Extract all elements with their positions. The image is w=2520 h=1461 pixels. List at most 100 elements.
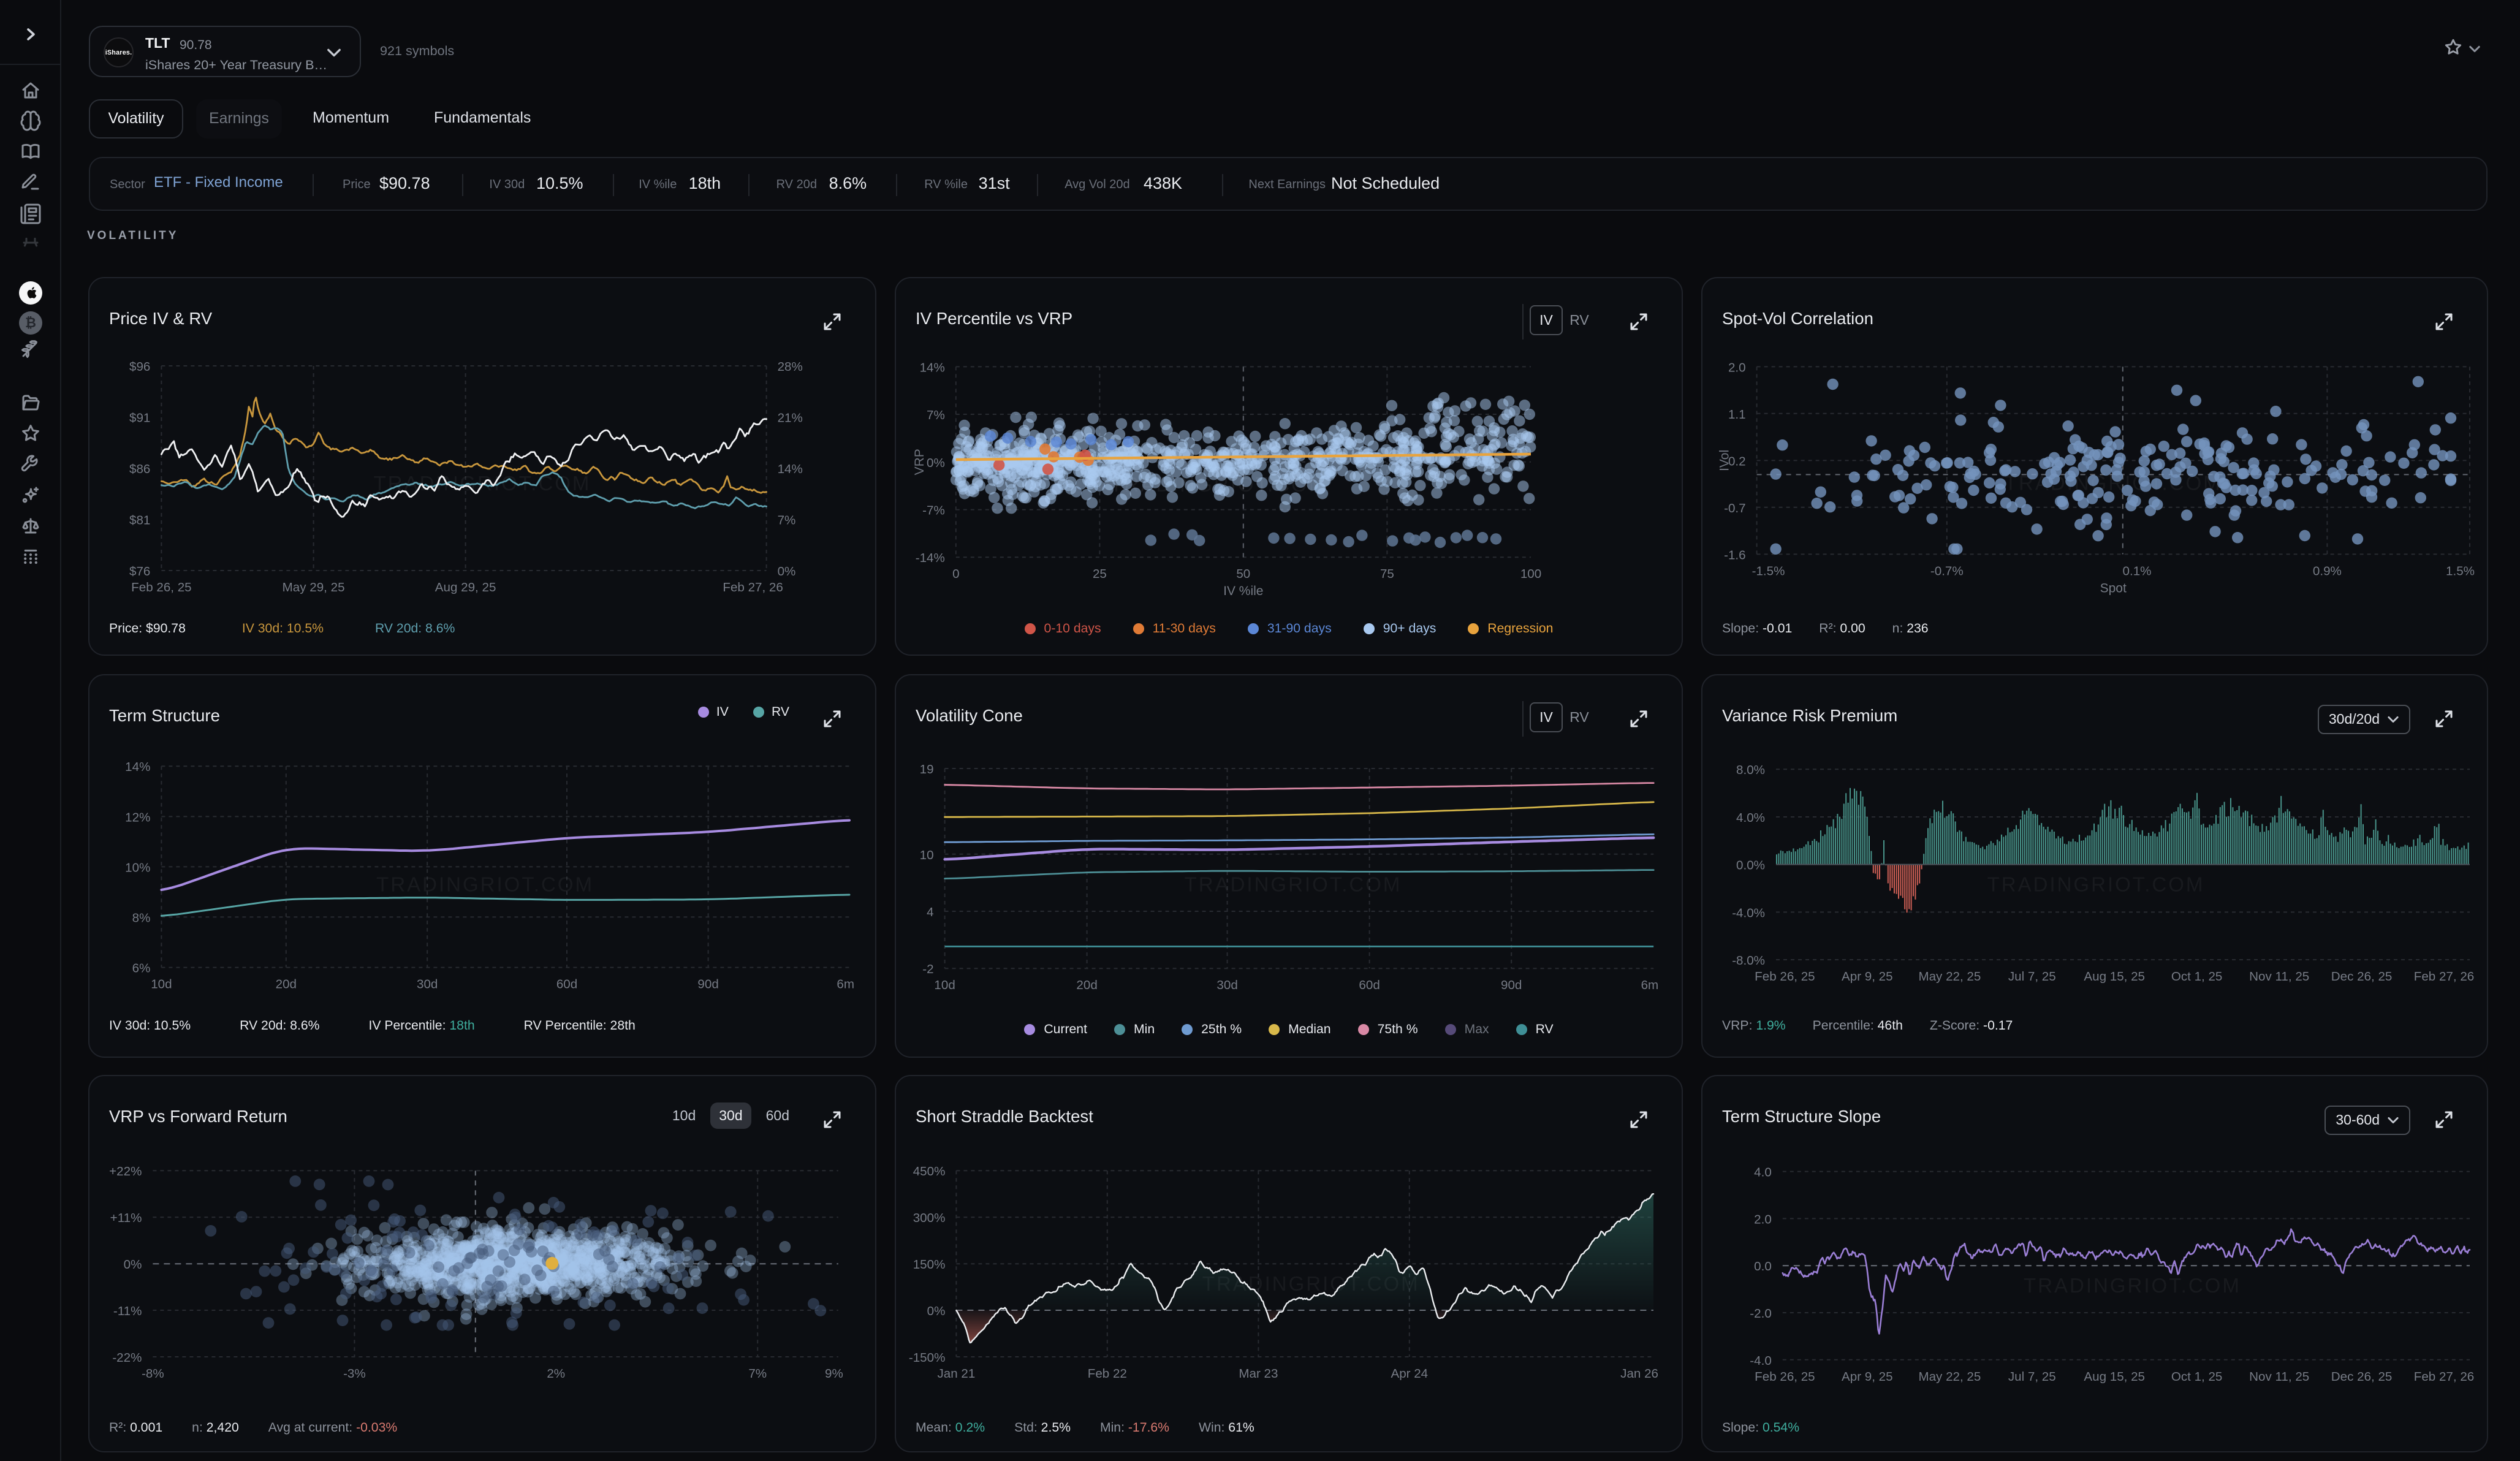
svg-text:7%: 7% (778, 514, 796, 528)
svg-text:450%: 450% (913, 1164, 946, 1178)
svg-text:60d: 60d (1359, 978, 1380, 992)
svg-text:May 22, 25: May 22, 25 (1918, 970, 1981, 984)
svg-text:20d: 20d (276, 977, 297, 992)
svg-text:0: 0 (952, 567, 959, 581)
svg-text:10%: 10% (125, 860, 150, 875)
svg-text:0.9%: 0.9% (2313, 564, 2342, 578)
svg-text:$76: $76 (129, 564, 150, 579)
svg-text:0.2: 0.2 (1728, 454, 1746, 468)
svg-text:IVol: IVol (1718, 450, 1732, 471)
svg-text:-1.5%: -1.5% (1752, 564, 1785, 578)
svg-text:IV %ile: IV %ile (1223, 584, 1263, 598)
svg-text:Dec 26, 25: Dec 26, 25 (2331, 970, 2393, 984)
svg-text:10d: 10d (934, 978, 955, 992)
svg-text:-2: -2 (922, 962, 933, 976)
svg-text:7%: 7% (748, 1367, 767, 1381)
svg-text:14%: 14% (920, 360, 945, 374)
svg-text:-8%: -8% (142, 1367, 164, 1381)
svg-text:Oct 1, 25: Oct 1, 25 (2171, 970, 2223, 984)
svg-text:-0.7: -0.7 (1724, 501, 1746, 515)
svg-text:Aug 15, 25: Aug 15, 25 (2084, 1370, 2145, 1384)
svg-text:0%: 0% (778, 564, 796, 579)
svg-text:Dec 26, 25: Dec 26, 25 (2331, 1370, 2393, 1384)
svg-text:300%: 300% (913, 1211, 946, 1225)
svg-text:-7%: -7% (922, 504, 945, 518)
svg-text:19: 19 (920, 762, 934, 776)
svg-text:-4.0: -4.0 (1750, 1354, 1772, 1368)
svg-text:Nov 11, 25: Nov 11, 25 (2249, 1370, 2309, 1384)
svg-text:-0.7%: -0.7% (1930, 564, 1964, 578)
svg-text:2.0: 2.0 (1728, 360, 1746, 374)
svg-text:Feb 22: Feb 22 (1088, 1367, 1127, 1381)
svg-text:25: 25 (1093, 567, 1107, 581)
svg-text:-14%: -14% (916, 551, 945, 565)
svg-text:6m: 6m (1641, 978, 1659, 992)
svg-text:-150%: -150% (909, 1351, 946, 1365)
svg-text:6m: 6m (837, 977, 854, 992)
svg-text:-4.0%: -4.0% (1732, 906, 1765, 920)
svg-text:4.0%: 4.0% (1736, 811, 1765, 825)
svg-text:TRADINGRIOT.COM: TRADINGRIOT.COM (376, 873, 594, 896)
svg-text:90d: 90d (697, 977, 718, 992)
svg-text:$81: $81 (129, 514, 150, 528)
svg-text:20d: 20d (1076, 978, 1097, 992)
svg-text:14%: 14% (778, 462, 803, 476)
svg-text:TRADINGRIOT.COM: TRADINGRIOT.COM (2024, 1274, 2241, 1297)
svg-text:Feb 26, 25: Feb 26, 25 (1755, 970, 1815, 984)
svg-text:4.0: 4.0 (1754, 1166, 1772, 1180)
svg-text:Jan 26: Jan 26 (1620, 1367, 1658, 1381)
svg-text:90d: 90d (1501, 978, 1522, 992)
svg-text:Mar 23: Mar 23 (1239, 1367, 1278, 1381)
svg-text:9%: 9% (825, 1367, 843, 1381)
svg-text:100: 100 (1520, 567, 1541, 581)
svg-text:12%: 12% (125, 810, 150, 824)
svg-text:8%: 8% (132, 911, 151, 925)
svg-text:TRADINGRIOT.COM: TRADINGRIOT.COM (374, 472, 591, 495)
svg-text:Spot: Spot (2100, 581, 2127, 595)
svg-text:-2.0: -2.0 (1750, 1307, 1772, 1321)
svg-text:0%: 0% (927, 1304, 946, 1318)
svg-text:-22%: -22% (112, 1351, 142, 1365)
svg-text:14%: 14% (125, 760, 150, 774)
svg-text:28%: 28% (778, 360, 803, 374)
svg-text:2%: 2% (547, 1367, 565, 1381)
svg-text:1.1: 1.1 (1728, 408, 1746, 422)
svg-text:60d: 60d (556, 977, 577, 992)
svg-text:Apr 9, 25: Apr 9, 25 (1842, 970, 1893, 984)
svg-text:Nov 11, 25: Nov 11, 25 (2249, 970, 2309, 984)
svg-text:-3%: -3% (343, 1367, 366, 1381)
svg-text:Feb 26, 25: Feb 26, 25 (1755, 1370, 1815, 1384)
svg-text:Apr 24: Apr 24 (1391, 1367, 1428, 1381)
svg-text:Jul 7, 25: Jul 7, 25 (2008, 970, 2056, 984)
svg-text:VRP: VRP (913, 449, 927, 475)
svg-text:-8.0%: -8.0% (1732, 954, 1765, 968)
svg-text:Aug 15, 25: Aug 15, 25 (2084, 970, 2145, 984)
svg-text:6%: 6% (132, 962, 151, 976)
svg-text:0.1%: 0.1% (2123, 564, 2152, 578)
svg-text:Oct 1, 25: Oct 1, 25 (2171, 1370, 2223, 1384)
svg-text:Feb 27, 26: Feb 27, 26 (2414, 970, 2474, 984)
svg-text:75: 75 (1380, 567, 1394, 581)
svg-text:Jul 7, 25: Jul 7, 25 (2008, 1370, 2056, 1384)
svg-text:$96: $96 (129, 360, 150, 374)
svg-text:Feb 27, 26: Feb 27, 26 (2414, 1370, 2474, 1384)
svg-text:0%: 0% (124, 1258, 142, 1272)
svg-text:Apr 9, 25: Apr 9, 25 (1842, 1370, 1893, 1384)
svg-text:50: 50 (1236, 567, 1250, 581)
svg-text:-11%: -11% (113, 1304, 142, 1318)
svg-text:8.0%: 8.0% (1736, 763, 1765, 777)
svg-text:Feb 26, 25: Feb 26, 25 (131, 580, 191, 594)
svg-text:May 22, 25: May 22, 25 (1918, 1370, 1981, 1384)
svg-text:1.5%: 1.5% (2446, 564, 2475, 578)
svg-text:10: 10 (920, 848, 934, 862)
svg-text:+22%: +22% (109, 1164, 142, 1178)
svg-text:30d: 30d (417, 977, 438, 992)
svg-text:TRADINGRIOT.COM: TRADINGRIOT.COM (1987, 873, 2205, 896)
svg-text:7%: 7% (927, 408, 945, 422)
svg-text:0.0: 0.0 (1754, 1259, 1772, 1273)
svg-text:Jan 21: Jan 21 (937, 1367, 975, 1381)
svg-text:-1.6: -1.6 (1724, 548, 1746, 562)
svg-text:150%: 150% (913, 1258, 946, 1272)
svg-text:0%: 0% (927, 456, 945, 470)
svg-text:21%: 21% (778, 411, 803, 425)
